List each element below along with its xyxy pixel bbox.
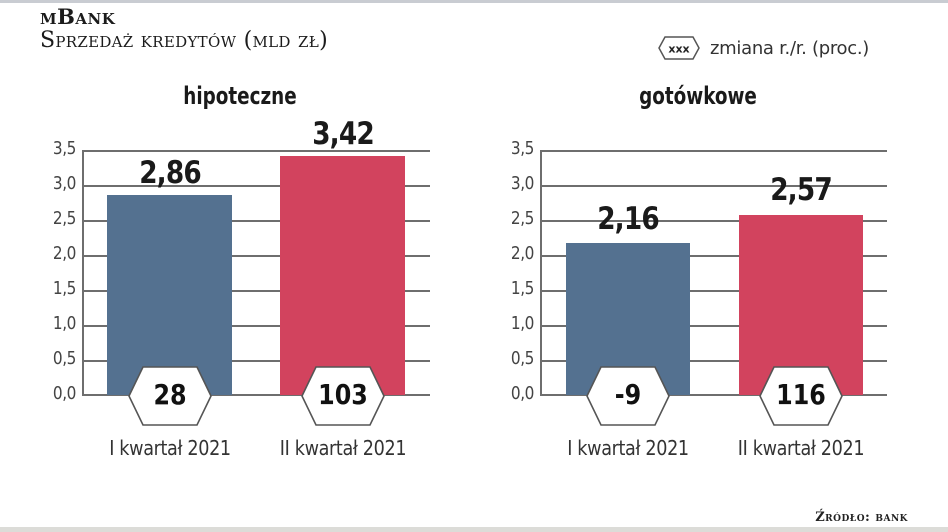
y-axis bbox=[82, 150, 84, 396]
bottom-border bbox=[0, 527, 948, 532]
y-tick: 2,0 bbox=[510, 243, 534, 264]
y-tick: 0,0 bbox=[52, 383, 76, 404]
hexagon-badge-icon: xxx bbox=[658, 36, 700, 60]
source-note: Źródło: bank bbox=[815, 510, 908, 525]
y-tick: 0,5 bbox=[52, 348, 76, 369]
y-tick: 2,5 bbox=[52, 208, 76, 229]
yoy-hexagon-badge bbox=[586, 366, 670, 426]
yoy-change-value: 28 bbox=[153, 378, 187, 411]
x-category-label: I kwartał 2021 bbox=[109, 436, 231, 460]
gridline bbox=[82, 150, 430, 152]
gridline bbox=[540, 185, 887, 187]
y-tick: 0,5 bbox=[510, 348, 534, 369]
gridline bbox=[540, 255, 887, 257]
yoy-change-value: 116 bbox=[776, 378, 826, 411]
gridline bbox=[540, 360, 887, 362]
bar-value-label: 2,57 bbox=[770, 172, 832, 208]
gridline bbox=[82, 255, 430, 257]
y-tick: 3,0 bbox=[52, 173, 76, 194]
y-tick: 1,0 bbox=[510, 313, 534, 334]
bar-value-label: 2,16 bbox=[597, 201, 659, 237]
y-tick: 1,5 bbox=[510, 278, 534, 299]
y-tick: 2,0 bbox=[52, 243, 76, 264]
y-tick: 3,0 bbox=[510, 173, 534, 194]
legend-label: zmiana r./r. (proc.) bbox=[710, 37, 870, 59]
y-tick: 1,5 bbox=[52, 278, 76, 299]
yoy-change-value: -9 bbox=[614, 378, 642, 411]
yoy-change-value: 103 bbox=[318, 378, 368, 411]
bar-value-label: 3,42 bbox=[312, 116, 374, 152]
y-tick: 3,5 bbox=[52, 138, 76, 159]
yoy-hexagon-badge bbox=[301, 366, 385, 426]
x-category-label: II kwartał 2021 bbox=[737, 436, 865, 460]
gridline bbox=[540, 220, 887, 222]
baseline bbox=[82, 394, 430, 396]
yoy-hexagon-badge bbox=[128, 366, 212, 426]
bar-q1 bbox=[107, 195, 232, 395]
y-tick: 2,5 bbox=[510, 208, 534, 229]
chart-subtitle: Sprzedaż kredytów (mld zł) bbox=[40, 28, 328, 53]
gridline bbox=[540, 290, 887, 292]
x-category-label: II kwartał 2021 bbox=[279, 436, 407, 460]
gridline bbox=[540, 325, 887, 327]
panel-title: gotówkowe bbox=[639, 82, 757, 110]
gridline bbox=[82, 185, 430, 187]
yoy-hexagon-badge bbox=[759, 366, 843, 426]
brand-title: mBank bbox=[40, 4, 116, 29]
y-axis bbox=[540, 150, 542, 396]
bar-q2 bbox=[739, 215, 863, 395]
gridline bbox=[82, 325, 430, 327]
bar-q2 bbox=[280, 156, 405, 395]
top-border bbox=[0, 0, 948, 3]
gridline bbox=[540, 150, 887, 152]
legend: xxx zmiana r./r. (proc.) bbox=[658, 36, 869, 60]
svg-text:xxx: xxx bbox=[668, 43, 689, 56]
y-tick: 1,0 bbox=[52, 313, 76, 334]
x-category-label: I kwartał 2021 bbox=[567, 436, 689, 460]
gridline bbox=[82, 360, 430, 362]
gridline bbox=[82, 220, 430, 222]
bar-value-label: 2,86 bbox=[139, 155, 201, 191]
y-tick: 0,0 bbox=[510, 383, 534, 404]
panel-title: hipoteczne bbox=[183, 82, 297, 110]
y-tick: 3,5 bbox=[510, 138, 534, 159]
gridline bbox=[82, 290, 430, 292]
baseline bbox=[540, 394, 887, 396]
